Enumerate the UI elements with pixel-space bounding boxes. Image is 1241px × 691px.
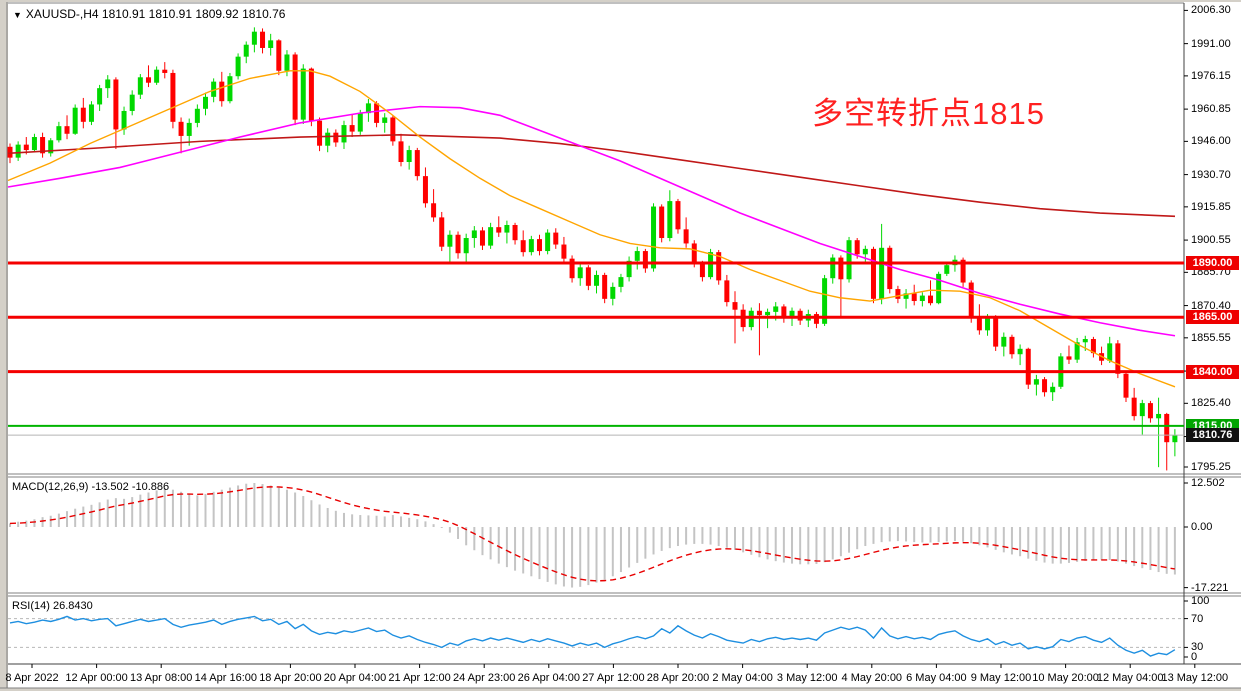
time-tick-label: 8 Apr 2022 [5,672,59,684]
price-tick-label: 1946.00 [1191,135,1231,148]
rsi-tick-label: 0 [1191,651,1198,663]
time-tick-label: 14 Apr 16:00 [194,672,257,684]
macd-tick-label: 12.502 [1191,477,1225,489]
macd-tick-label: 0.00 [1191,521,1213,533]
time-tick-label: 2 May 04:00 [712,672,773,684]
time-tick-label: 21 Apr 12:00 [388,672,451,684]
price-tick-label: 1960.85 [1191,103,1231,116]
time-tick-label: 28 Apr 20:00 [646,672,710,684]
macd-tick-label: -17.221 [1191,581,1229,594]
chart-annotation-text[interactable]: 多空转折点1815 [812,96,1045,131]
price-tick-label: 1930.70 [1191,168,1231,181]
time-tick-label: 20 Apr 04:00 [323,672,387,684]
price-tick-label: 1991.00 [1191,37,1231,50]
price-tick-label: 1825.40 [1191,397,1231,410]
price-tick-label: 1855.55 [1191,331,1231,344]
time-tick-label: 26 Apr 04:00 [517,672,580,684]
price-tick-label: 1795.25 [1191,461,1231,473]
symbol-menu-arrow[interactable]: ▼ [13,10,22,20]
chart-title-text: XAUUSD-,H4 1810.91 1810.91 1809.92 1810.… [25,7,286,21]
time-tick-label: 9 May 12:00 [970,672,1032,684]
rsi-tick-label: 100 [1191,595,1210,607]
time-tick-label: 3 May 12:00 [776,672,838,684]
time-tick-label: 18 Apr 20:00 [259,672,322,684]
time-tick-label: 10 May 20:00 [1032,672,1099,684]
price-tick-label: 1976.15 [1191,69,1231,82]
time-tick-label: 12 Apr 00:00 [65,672,128,684]
rsi-tick-label: 70 [1191,612,1204,625]
price-badge-1810.76: 1810.76 [1186,428,1239,443]
price-badge-1865.00: 1865.00 [1186,310,1239,325]
macd-indicator-label: MACD(12,26,9) -13.502 -10.886 [12,481,170,493]
chart-title: ▼ XAUUSD-,H4 1810.91 1810.91 1809.92 1810… [13,7,285,21]
price-tick-label: 1900.55 [1191,234,1231,247]
price-badge-1890.00: 1890.00 [1186,256,1239,270]
price-tick-label: 2006.30 [1191,4,1231,17]
price-tick-label: 1870.40 [1191,299,1231,312]
time-tick-label: 13 Apr 08:00 [129,672,193,684]
time-tick-label: 27 Apr 12:00 [582,672,645,684]
time-tick-label: 6 May 04:00 [906,672,967,684]
price-badge-1840.00: 1840.00 [1186,364,1239,379]
rsi-indicator-label: RSI(14) 26.8430 [12,600,93,612]
time-tick-label: 4 May 20:00 [841,672,903,684]
time-tick-label: 12 May 04:00 [1096,672,1164,684]
price-tick-label: 1915.85 [1191,200,1231,213]
rsi-tick-label: 30 [1191,641,1204,654]
time-tick-label: 24 Apr 23:00 [452,672,516,684]
time-tick-label: 13 May 12:00 [1161,672,1229,684]
